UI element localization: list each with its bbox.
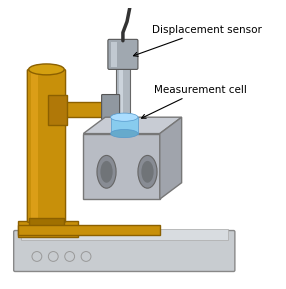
FancyBboxPatch shape [27, 69, 65, 222]
Bar [56, 102, 116, 117]
Bar [48, 95, 67, 125]
Ellipse shape [29, 64, 64, 75]
Ellipse shape [100, 161, 113, 183]
FancyBboxPatch shape [83, 134, 160, 199]
Polygon shape [160, 117, 182, 199]
Polygon shape [83, 117, 182, 134]
FancyBboxPatch shape [21, 229, 228, 240]
FancyBboxPatch shape [102, 95, 120, 121]
Bar [29, 218, 64, 229]
Text: Displacement sensor: Displacement sensor [134, 25, 261, 56]
Ellipse shape [138, 155, 157, 188]
Bar [18, 225, 160, 235]
FancyBboxPatch shape [14, 231, 235, 271]
Bar [111, 117, 138, 134]
FancyBboxPatch shape [108, 39, 138, 69]
Ellipse shape [111, 113, 138, 121]
Bar [120, 128, 124, 139]
Bar [113, 114, 131, 131]
Ellipse shape [141, 161, 154, 183]
Bar [111, 42, 118, 67]
Bar [18, 221, 78, 237]
Bar [116, 46, 130, 123]
Bar [31, 71, 38, 221]
Text: Measurement cell: Measurement cell [142, 85, 247, 118]
Bar [119, 46, 123, 123]
Ellipse shape [111, 129, 138, 138]
Ellipse shape [97, 155, 116, 188]
